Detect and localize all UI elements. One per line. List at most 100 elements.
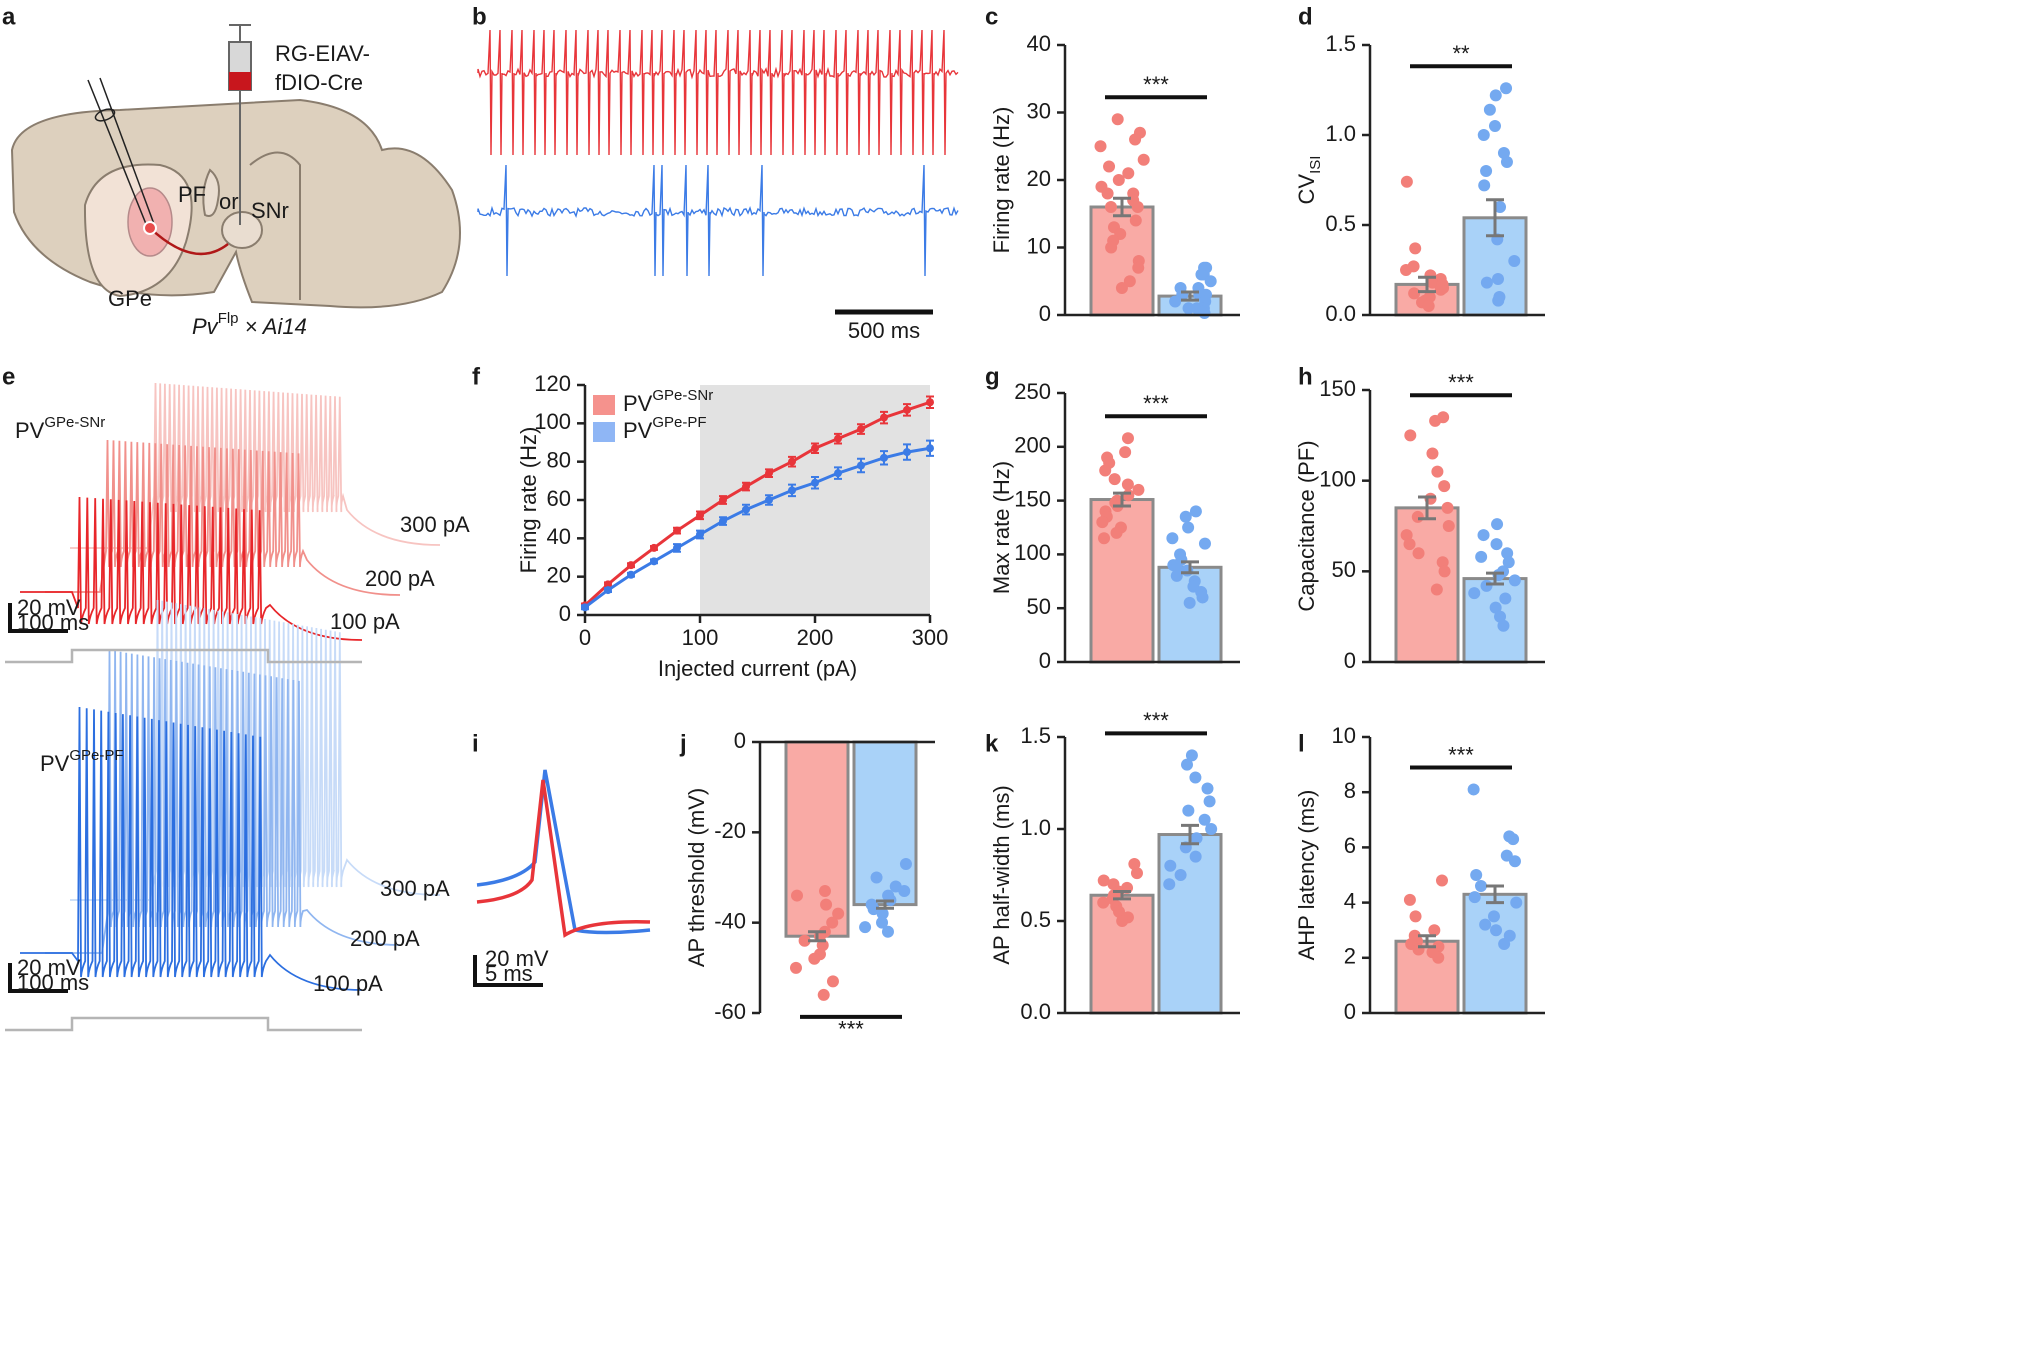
y-tick-label: 50 [1332, 557, 1356, 582]
data-point [1196, 591, 1209, 604]
region-label: SNr [251, 198, 289, 223]
data-point [1400, 264, 1413, 276]
error-bar [1486, 571, 1504, 586]
y-tick-label: 10 [1332, 723, 1356, 748]
y-tick-label: 6 [1344, 833, 1356, 858]
virus [229, 72, 251, 90]
data-point [1487, 910, 1500, 923]
data-point [1201, 782, 1214, 795]
data-point [604, 580, 612, 589]
current-label: 200 pA [365, 566, 435, 591]
data-point [898, 885, 911, 898]
data-point [1494, 201, 1507, 213]
data-point [1403, 893, 1416, 906]
y-axis-label: AP threshold (mV) [684, 788, 709, 967]
data-point [1468, 891, 1481, 904]
data-point [1500, 156, 1513, 168]
data-point [903, 405, 911, 414]
y-tick-label: 100 [1319, 466, 1356, 491]
data-point [1195, 268, 1208, 281]
axon [149, 227, 229, 256]
data-point [1467, 783, 1480, 796]
data-point [1500, 82, 1513, 95]
legend-label: PVGPe-PF [623, 414, 707, 443]
trace [473, 955, 543, 987]
data-point [1121, 478, 1134, 491]
significance: *** [838, 1017, 864, 1042]
y-tick-label: 40 [1027, 31, 1051, 56]
data-point [832, 907, 845, 920]
data-point [1204, 275, 1217, 288]
y-tick-label: 150 [1014, 486, 1051, 511]
data-point [1096, 516, 1109, 529]
data-point [857, 425, 865, 434]
region-label: or [219, 189, 239, 214]
panel-label: e [2, 363, 15, 390]
trace [20, 706, 363, 991]
data-point [1122, 489, 1135, 502]
data-point [673, 526, 681, 535]
data-point [1474, 880, 1487, 893]
trace [8, 603, 68, 633]
legend-swatch [593, 395, 615, 415]
data-point [1477, 529, 1490, 542]
brain-diagram [10, 24, 461, 309]
y-tick-label: 120 [534, 371, 571, 396]
significance: *** [1143, 72, 1169, 97]
data-point [1470, 869, 1483, 881]
data-point [1198, 813, 1211, 826]
data-point [1116, 915, 1129, 927]
data-point [650, 543, 658, 552]
error-bar [808, 930, 826, 943]
data-point [1498, 938, 1511, 950]
data-point [1412, 547, 1425, 560]
data-point [1113, 905, 1126, 918]
data-point [696, 530, 704, 539]
data-point [1183, 596, 1196, 609]
data-point [1478, 179, 1491, 192]
error-bar [1418, 495, 1436, 521]
data-point [1137, 153, 1150, 166]
data-point [1164, 859, 1177, 872]
data-point [673, 543, 681, 552]
data-point [1123, 275, 1136, 288]
data-point [719, 496, 727, 504]
data-point [880, 413, 888, 422]
data-point [834, 469, 842, 478]
pipette [99, 77, 155, 225]
data-point [1203, 795, 1216, 808]
data-point [1115, 282, 1128, 294]
y-tick-label: 0.5 [1325, 211, 1356, 236]
data-point [1508, 855, 1521, 868]
genotype-part: × Ai14 [239, 314, 307, 339]
y-tick-label: 0 [1344, 999, 1356, 1024]
y-tick-label: -40 [714, 908, 746, 933]
data-point [926, 398, 934, 407]
data-point [811, 444, 819, 453]
data-point [1492, 294, 1505, 307]
data-point [926, 444, 934, 453]
trace [477, 164, 959, 277]
data-point [1494, 610, 1507, 623]
data-point [1435, 874, 1448, 887]
y-tick-label: 1.0 [1020, 815, 1051, 840]
data-point [1130, 867, 1143, 880]
data-point [1182, 804, 1195, 817]
y-tick-label: 8 [1344, 778, 1356, 803]
data-point [791, 889, 804, 902]
y-tick-label: 0.5 [1020, 907, 1051, 932]
data-point [1479, 918, 1492, 931]
y-tick-label: -60 [714, 999, 746, 1024]
data-point [650, 557, 658, 566]
data-point [1121, 432, 1134, 445]
data-point [826, 916, 839, 929]
region-label: PF [178, 182, 206, 207]
y-tick-label: 1.5 [1020, 723, 1051, 748]
trace [476, 779, 651, 938]
data-point [1422, 300, 1435, 312]
y-tick-label: 100 [534, 409, 571, 434]
bar [852, 740, 918, 907]
y-tick-label: 2 [1344, 944, 1356, 969]
data-point [1488, 120, 1501, 132]
data-point [1409, 242, 1422, 255]
